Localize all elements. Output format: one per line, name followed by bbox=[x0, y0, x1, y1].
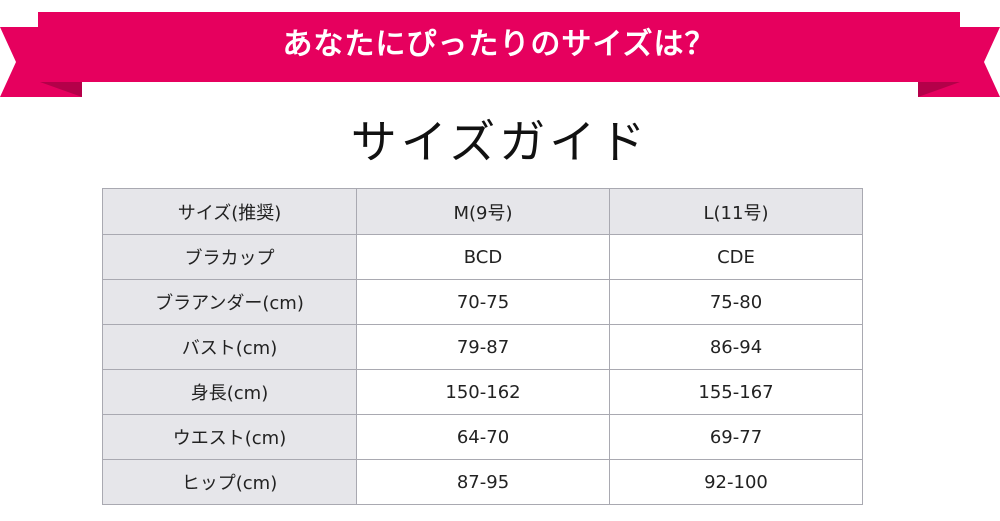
ribbon-right-fold bbox=[918, 82, 960, 97]
header-l: L(11号) bbox=[609, 188, 863, 235]
size-table: サイズ(推奨) M(9号) L(11号) ブラカップ BCD CDE ブラアンダ… bbox=[102, 188, 863, 505]
table-row: ウエスト(cm) 64-70 69-77 bbox=[102, 414, 863, 460]
row-label: ヒップ(cm) bbox=[102, 459, 357, 505]
header-m: M(9号) bbox=[356, 188, 610, 235]
value-m: 79-87 bbox=[356, 324, 610, 370]
table-row: ブラカップ BCD CDE bbox=[102, 234, 863, 280]
ribbon-banner: あなたにぴったりのサイズは？ bbox=[0, 0, 1000, 100]
table-row: バスト(cm) 79-87 86-94 bbox=[102, 324, 863, 370]
value-m: 150-162 bbox=[356, 369, 610, 415]
ribbon-left-fold bbox=[40, 82, 82, 97]
table-row: 身長(cm) 150-162 155-167 bbox=[102, 369, 863, 415]
value-l: CDE bbox=[609, 234, 863, 280]
size-guide-title: サイズガイド bbox=[350, 115, 650, 169]
value-l: 92-100 bbox=[609, 459, 863, 505]
row-label: ブラアンダー(cm) bbox=[102, 279, 357, 325]
value-l: 86-94 bbox=[609, 324, 863, 370]
ribbon-main-band bbox=[38, 12, 960, 82]
table-header-row: サイズ(推奨) M(9号) L(11号) bbox=[102, 188, 863, 235]
value-m: 70-75 bbox=[356, 279, 610, 325]
header-size: サイズ(推奨) bbox=[102, 188, 357, 235]
ribbon-shape bbox=[0, 12, 1000, 97]
row-label: ウエスト(cm) bbox=[102, 414, 357, 460]
row-label: 身長(cm) bbox=[102, 369, 357, 415]
banner-title: あなたにぴったりのサイズは？ bbox=[282, 27, 716, 62]
value-l: 69-77 bbox=[609, 414, 863, 460]
row-label: ブラカップ bbox=[102, 234, 357, 280]
value-m: BCD bbox=[356, 234, 610, 280]
value-l: 75-80 bbox=[609, 279, 863, 325]
value-l: 155-167 bbox=[609, 369, 863, 415]
row-label: バスト(cm) bbox=[102, 324, 357, 370]
value-m: 87-95 bbox=[356, 459, 610, 505]
table-row: ヒップ(cm) 87-95 92-100 bbox=[102, 459, 863, 505]
table-row: ブラアンダー(cm) 70-75 75-80 bbox=[102, 279, 863, 325]
value-m: 64-70 bbox=[356, 414, 610, 460]
